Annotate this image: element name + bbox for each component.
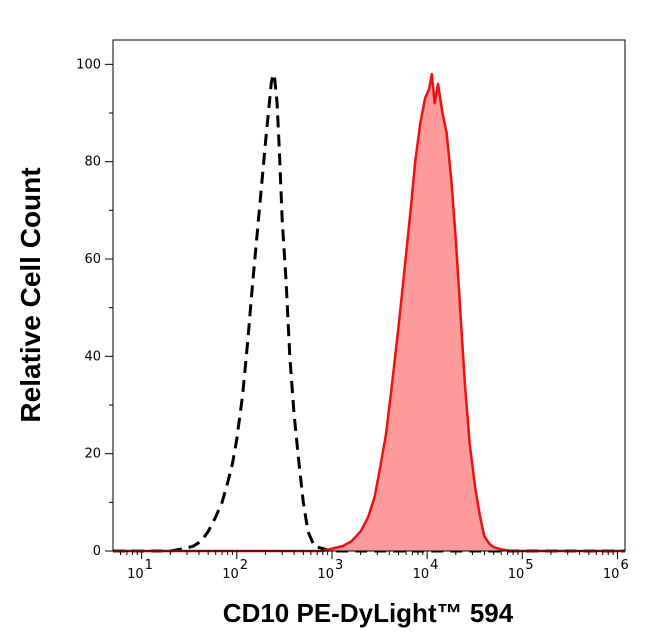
y-tick-label: 20 bbox=[84, 447, 101, 462]
x-tick-exponent: 2 bbox=[240, 558, 248, 573]
x-tick-exponent: 4 bbox=[430, 558, 438, 573]
y-tick-label: 0 bbox=[93, 544, 101, 559]
x-tick-exponent: 5 bbox=[525, 558, 533, 573]
x-tick-label: 10 bbox=[127, 567, 144, 582]
y-tick-label: 60 bbox=[84, 252, 101, 267]
series-0-line bbox=[113, 72, 625, 553]
x-tick-label: 10 bbox=[508, 567, 525, 582]
series-1-fill bbox=[113, 74, 625, 551]
x-tick-label: 10 bbox=[603, 567, 620, 582]
y-tick-label: 40 bbox=[84, 349, 101, 364]
y-tick-label: 80 bbox=[84, 155, 101, 170]
plot-frame bbox=[112, 39, 626, 552]
x-tick-exponent: 1 bbox=[145, 558, 153, 573]
x-tick-exponent: 6 bbox=[620, 558, 628, 573]
plot-area bbox=[113, 72, 625, 553]
x-tick-label: 10 bbox=[413, 567, 430, 582]
x-tick-exponent: 3 bbox=[335, 558, 343, 573]
y-tick-label: 100 bbox=[76, 57, 101, 72]
y-axis-title: Relative Cell Count bbox=[15, 167, 46, 422]
x-tick-label: 10 bbox=[222, 567, 239, 582]
x-axis-title: CD10 PE-DyLight™ 594 bbox=[223, 598, 514, 628]
series-1-line bbox=[113, 72, 625, 553]
x-tick-label: 10 bbox=[317, 567, 334, 582]
